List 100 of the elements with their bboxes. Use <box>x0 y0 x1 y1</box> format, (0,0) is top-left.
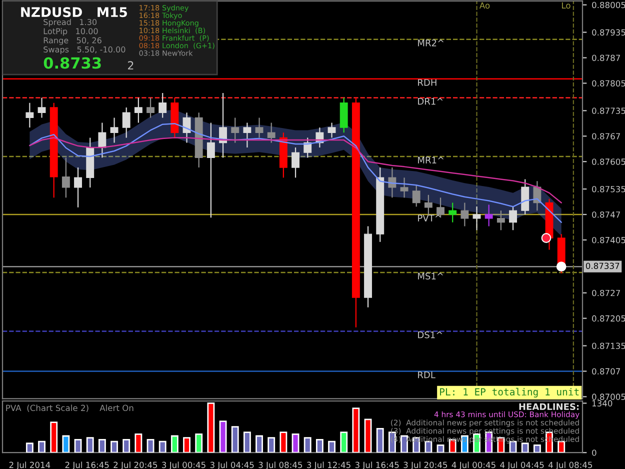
annotation: Range 50, 26 <box>44 37 102 45</box>
candlestick <box>26 102 34 128</box>
annotation: 2 <box>128 61 134 70</box>
ref-line-label: RDL <box>418 372 436 378</box>
bar <box>340 432 348 453</box>
y-tick-label: 0.88005 <box>592 2 625 8</box>
bar <box>219 420 227 453</box>
candlestick <box>146 97 154 118</box>
ref-line-label: DS1^ <box>418 331 442 338</box>
bar <box>352 408 360 453</box>
bar <box>170 435 178 453</box>
candlestick <box>496 210 505 231</box>
candlestick <box>484 204 493 227</box>
bar <box>26 442 34 453</box>
ref-line-label: PVT^ <box>418 214 441 222</box>
bar <box>183 437 190 453</box>
bar <box>74 438 82 453</box>
candlestick <box>267 122 276 144</box>
y-tick-label: 1340 <box>592 400 612 406</box>
bar <box>316 438 324 453</box>
annotation: 0.8733 <box>44 57 101 69</box>
y-tick-label: 0.87735 <box>592 108 625 114</box>
candlestick <box>243 122 252 148</box>
candlestick <box>74 166 82 208</box>
bar <box>134 433 142 453</box>
y-tick-label: 0.87535 <box>592 186 625 192</box>
bar <box>98 438 106 453</box>
candlestick <box>231 117 240 144</box>
candlestick <box>400 177 408 198</box>
bar <box>231 426 239 453</box>
bar <box>424 440 432 453</box>
bar <box>207 402 215 453</box>
bar <box>364 418 372 453</box>
bar <box>558 440 566 453</box>
bar <box>158 440 166 453</box>
chart-title: PVA (Chart Scale 2) Alert On <box>6 404 134 412</box>
bar <box>50 422 58 453</box>
y-tick-label: 0 <box>592 450 596 456</box>
y-tick-label: 0.87205 <box>592 315 625 322</box>
bar <box>195 433 203 453</box>
candlestick <box>122 106 130 138</box>
bar <box>521 442 529 453</box>
candlestick <box>110 117 118 144</box>
y-tick-label: 0.87405 <box>592 236 625 244</box>
bar <box>256 435 263 453</box>
candlestick <box>412 184 420 208</box>
y-tick-label: 0.8787 <box>592 54 620 62</box>
candlestick <box>424 194 432 216</box>
annotation: Spread 1.30 <box>44 18 97 27</box>
candlestick <box>158 92 167 118</box>
candlestick <box>328 122 336 138</box>
ref-line-label: Lo <box>562 2 570 9</box>
y-tick-label: 0.87605 <box>592 158 625 165</box>
candlestick <box>448 202 457 223</box>
bar <box>376 428 384 453</box>
candlestick <box>460 202 469 227</box>
candlestick <box>472 206 481 231</box>
candlestick <box>38 97 46 118</box>
ref-line-label: Ao <box>479 2 490 9</box>
annotation: HEADLINES: <box>519 403 579 410</box>
bar <box>146 438 154 453</box>
candlestick <box>255 117 264 138</box>
y-tick-label: 0.8747 <box>592 211 620 218</box>
ref-line-label: MR2^ <box>418 39 444 46</box>
bar <box>243 432 251 453</box>
candlestick <box>134 97 142 124</box>
y-tick-label: 0.87135 <box>592 342 625 350</box>
annotation: PL: 1 EP totaling 1 unit <box>440 388 579 398</box>
candlestick <box>62 157 70 198</box>
bar <box>122 438 130 453</box>
candlestick <box>206 122 215 218</box>
candlestick <box>521 178 530 216</box>
ref-line-label: RDH <box>418 79 436 86</box>
bar <box>86 437 94 453</box>
y-tick-label: 0.87805 <box>592 80 625 87</box>
ref-line-label: MS1^ <box>418 272 444 280</box>
bar <box>268 437 276 453</box>
chart-title: NZDUSD M15 <box>21 7 127 18</box>
y-tick-label: 0.87005 <box>592 394 625 400</box>
annotation: Swaps 5.50, -10.00 <box>44 46 126 54</box>
bar <box>304 437 312 453</box>
bar <box>280 432 288 453</box>
y-tick-label: 0.8767 <box>592 133 620 140</box>
bar <box>533 444 541 453</box>
bar <box>400 435 408 453</box>
y-tick-label: 0.8707 <box>592 368 620 375</box>
y-tick-label: 0.8727 <box>592 290 620 296</box>
candlestick <box>98 122 106 158</box>
candlestick <box>509 206 517 231</box>
bar <box>436 444 444 453</box>
bar <box>328 440 336 453</box>
bar <box>110 440 118 453</box>
annotation: LotPip 10.00 <box>44 28 98 36</box>
candlestick <box>292 146 300 178</box>
ref-line-label: 0.87337 <box>586 262 620 270</box>
bar <box>62 435 70 453</box>
y-tick-label: 0.87935 <box>592 29 625 36</box>
ref-line-label: DR1^ <box>418 98 443 105</box>
bar <box>38 440 46 453</box>
bar <box>292 433 300 453</box>
